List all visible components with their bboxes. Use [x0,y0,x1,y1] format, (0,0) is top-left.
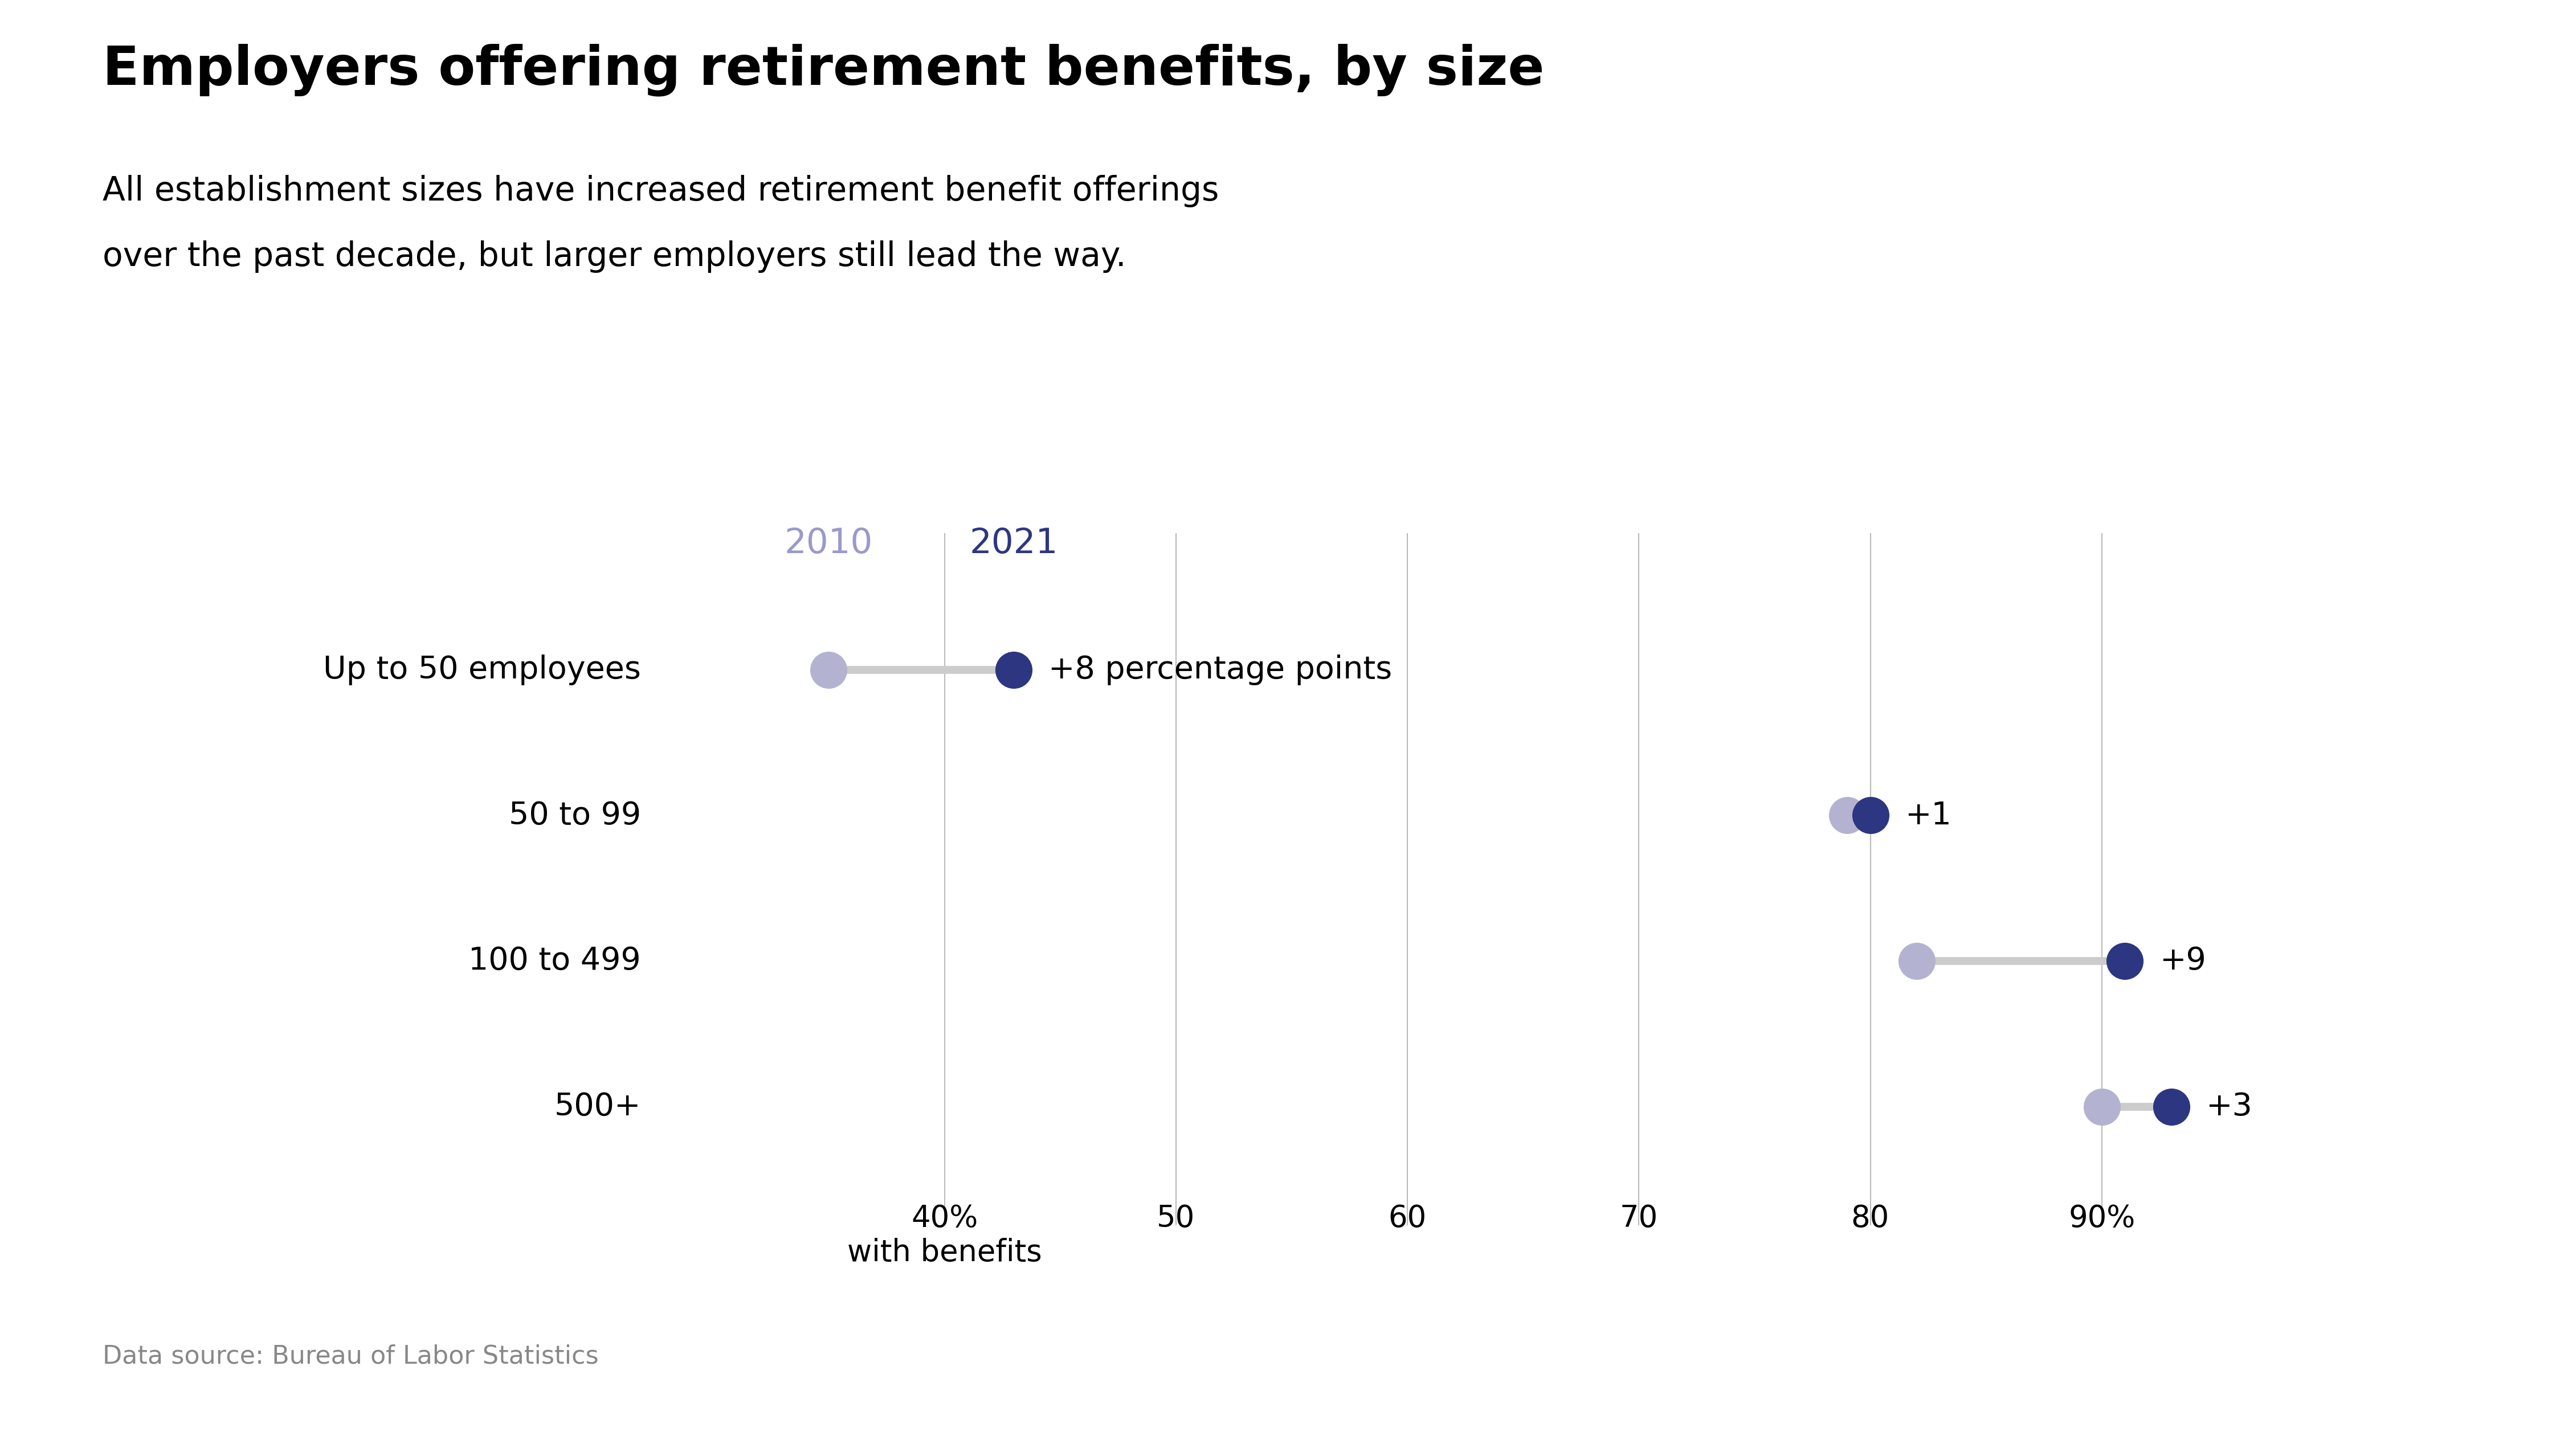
Text: 2010: 2010 [785,527,872,561]
Point [2082,1095,2123,1118]
Text: Up to 50 employees: Up to 50 employees [323,654,641,686]
Text: 500+: 500+ [554,1091,641,1123]
Point [1849,804,1890,827]
Point [2151,1095,2192,1118]
Point [808,658,849,681]
Text: Employers offering retirement benefits, by size: Employers offering retirement benefits, … [103,44,1544,96]
Text: 100 to 499: 100 to 499 [469,945,641,977]
Point [2105,949,2146,973]
Text: +9: +9 [2159,945,2205,977]
Text: All establishment sizes have increased retirement benefit offerings: All establishment sizes have increased r… [103,175,1218,207]
Text: Data source: Bureau of Labor Statistics: Data source: Bureau of Labor Statistics [103,1344,597,1369]
Text: +3: +3 [2205,1091,2254,1123]
Point [1826,804,1867,827]
Point [1897,949,1938,973]
Point [992,658,1033,681]
Text: 50 to 99: 50 to 99 [508,799,641,831]
Text: +8 percentage points: +8 percentage points [1049,654,1392,686]
Text: 2021: 2021 [969,527,1059,561]
Text: +1: +1 [1905,799,1951,831]
Text: over the past decade, but larger employers still lead the way.: over the past decade, but larger employe… [103,240,1126,272]
